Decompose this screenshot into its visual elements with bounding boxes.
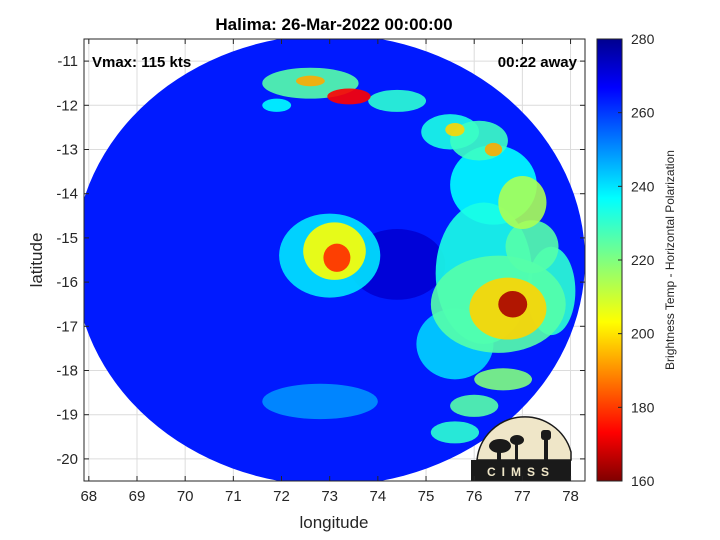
brightness-feature-5 (262, 98, 292, 112)
x-axis-label: longitude (299, 513, 368, 532)
colorbar-ticks: 160 180 200 220 240 260 280 (618, 31, 655, 489)
chart-title: Halima: 26-Mar-2022 00:00:00 (215, 15, 452, 34)
brightness-feature-14 (505, 220, 559, 274)
y-tick-label: -13 (56, 142, 78, 159)
y-tick-label: -15 (56, 230, 78, 247)
x-tick-label: 76 (466, 488, 483, 505)
colorbar-tick-label: 260 (631, 105, 655, 121)
brightness-feature-10 (430, 421, 480, 444)
y-tick-label: -17 (56, 318, 78, 335)
x-tick-label: 71 (225, 488, 242, 505)
brightness-feature-16 (474, 368, 533, 391)
brightness-feature-20 (445, 122, 465, 137)
colorbar (596, 38, 623, 482)
colorbar-tick-label: 220 (631, 252, 655, 268)
y-tick-label: -11 (57, 53, 78, 70)
colorbar-tick-label: 200 (631, 326, 655, 342)
x-tick-label: 78 (562, 488, 579, 505)
brightness-feature-1 (262, 383, 378, 420)
y-tick-label: -14 (56, 186, 78, 203)
brightness-feature-15 (450, 394, 499, 417)
brightness-feature-17 (498, 176, 547, 230)
brightness-feature-25 (498, 290, 528, 318)
y-tick-label: -12 (56, 97, 78, 114)
colorbar-label: Brightness Temp - Horizontal Polarizatio… (663, 150, 677, 370)
brightness-feature-21 (484, 142, 503, 157)
brightness-feature-22 (295, 75, 325, 87)
x-tick-label: 70 (177, 488, 194, 505)
colorbar-tick-label: 160 (631, 473, 655, 489)
vmax-annotation: Vmax: 115 kts (92, 54, 191, 71)
x-tick-label: 77 (514, 488, 531, 505)
logo-text: CIMSS (487, 465, 555, 479)
cimss-logo: CIMSS (471, 416, 572, 481)
y-tick-label: -19 (56, 407, 78, 424)
brightness-feature-24 (327, 88, 371, 105)
colorbar-tick-label: 180 (631, 399, 655, 415)
y-tick-label: -20 (56, 451, 78, 468)
colorbar-tick-label: 240 (631, 178, 655, 194)
heatmap-swath (84, 39, 585, 481)
x-tick-label: 73 (321, 488, 338, 505)
y-tick-label: -16 (56, 274, 78, 291)
x-tick-label: 69 (129, 488, 146, 505)
colorbar-tick-label: 280 (631, 31, 655, 47)
x-tick-label: 72 (273, 488, 290, 505)
brightness-feature-23 (323, 243, 351, 272)
axis-ticks: 68 69 70 71 72 73 74 75 76 77 78 -11 -12 -13 -14 -15 -16… (56, 39, 585, 505)
x-tick-label: 74 (370, 488, 387, 505)
time-away-annotation: 00:22 away (498, 54, 578, 71)
x-tick-label: 68 (80, 488, 97, 505)
y-tick-label: -18 (56, 363, 78, 380)
brightness-feature-8 (368, 89, 427, 112)
y-axis-label: latitude (27, 233, 46, 288)
axes-box (83, 38, 586, 482)
x-tick-label: 75 (418, 488, 435, 505)
